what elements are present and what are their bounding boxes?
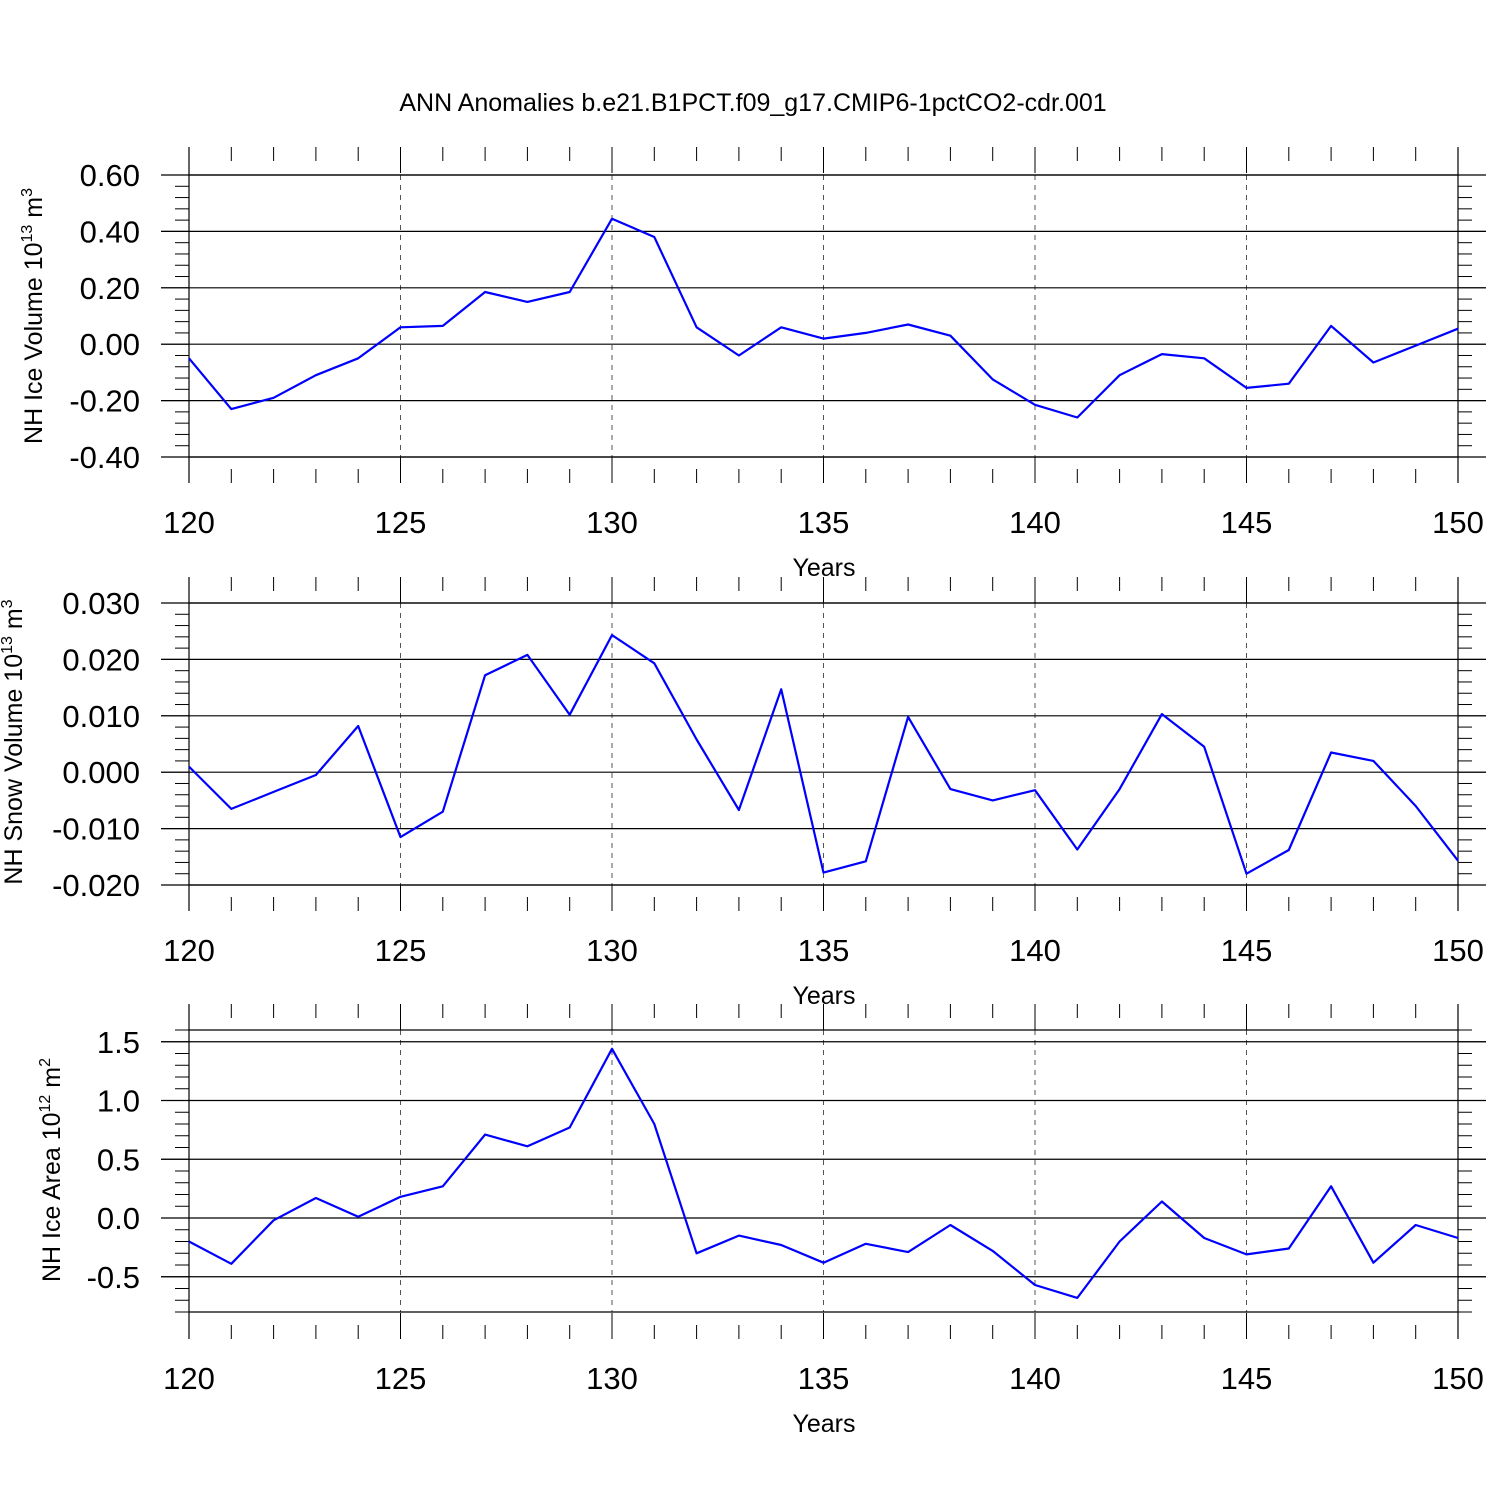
x-tick-label: 125: [375, 1361, 427, 1396]
panel-1: 0.60 0.40 0.20 0.00 -0.20 -0.40 120 125 130 135 14…: [19, 147, 1486, 582]
y-tick-label: 0.5: [97, 1142, 140, 1177]
x-tick-label: 125: [375, 933, 427, 968]
x-tick-label: 145: [1221, 1361, 1273, 1396]
x-tick-label: 140: [1009, 1361, 1061, 1396]
y-tick-label: -0.20: [69, 384, 140, 419]
x-tick-label: 145: [1221, 505, 1273, 540]
x-tick-label: 135: [798, 505, 850, 540]
x-tick-label: 130: [586, 1361, 638, 1396]
x-tick-label: 140: [1009, 505, 1061, 540]
x-tick-label: 120: [163, 505, 215, 540]
y-tick-label: 0.030: [62, 586, 140, 621]
x-tick-label: 120: [163, 1361, 215, 1396]
y-tick-label: -0.020: [52, 868, 140, 903]
x-tick-label: 140: [1009, 933, 1061, 968]
y-tick-label: 0.000: [62, 755, 140, 790]
y-tick-label: 0.20: [80, 271, 140, 306]
panel-3: 1.5 1.0 0.5 0.0 -0.5 120 125 130 135 140 145 150 Yea…: [37, 1004, 1486, 1438]
y-tick-label: 1.0: [97, 1084, 140, 1119]
y-tick-label: -0.5: [87, 1260, 140, 1295]
y-axis-label: NH Snow Volume 1013 m3: [0, 599, 28, 884]
x-tick-label: 135: [798, 933, 850, 968]
y-tick-label: 0.0: [97, 1201, 140, 1236]
x-tick-label: 130: [586, 505, 638, 540]
x-tick-label: 150: [1432, 505, 1484, 540]
x-tick-label: 125: [375, 505, 427, 540]
x-tick-label: 135: [798, 1361, 850, 1396]
chart-title: ANN Anomalies b.e21.B1PCT.f09_g17.CMIP6-…: [399, 89, 1106, 117]
y-tick-label: -0.40: [69, 440, 140, 475]
x-tick-label: 145: [1221, 933, 1273, 968]
y-tick-label: 0.020: [62, 642, 140, 677]
y-tick-label: 0.40: [80, 214, 140, 249]
x-tick-label: 150: [1432, 933, 1484, 968]
y-tick-label: 1.5: [97, 1025, 140, 1060]
panel-2: 0.030 0.020 0.010 0.000 -0.010 -0.020 120 125 13…: [0, 577, 1486, 1010]
y-tick-label: 0.010: [62, 699, 140, 734]
x-axis-label: Years: [792, 1410, 855, 1438]
y-axis-label: NH Ice Area 1012 m2: [37, 1058, 66, 1282]
x-tick-label: 130: [586, 933, 638, 968]
y-tick-label: 0.00: [80, 327, 140, 362]
x-tick-label: 150: [1432, 1361, 1484, 1396]
y-tick-label: -0.010: [52, 812, 140, 847]
y-axis-label: NH Ice Volume 1013 m3: [19, 188, 48, 444]
x-tick-label: 120: [163, 933, 215, 968]
y-tick-label: 0.60: [80, 158, 140, 193]
